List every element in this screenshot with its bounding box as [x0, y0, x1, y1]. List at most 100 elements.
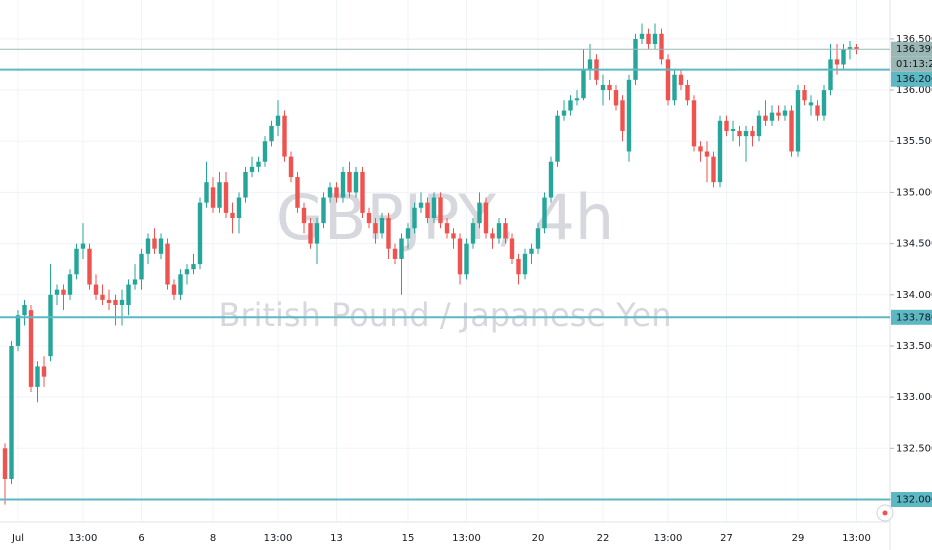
candle-body: [763, 115, 768, 121]
candle-body: [22, 305, 27, 316]
candle-body: [711, 156, 716, 183]
candle-body: [262, 141, 268, 162]
candle-body: [386, 218, 391, 249]
candle-body: [230, 212, 235, 219]
candle-body: [678, 74, 684, 85]
scroll-button[interactable]: [876, 504, 894, 522]
candle-body: [158, 238, 164, 254]
candle-body: [451, 233, 456, 239]
candle-body: [113, 299, 118, 306]
candle-body: [587, 59, 593, 70]
candle-body: [152, 238, 157, 249]
candle-body: [431, 197, 437, 219]
candle-body: [360, 171, 365, 213]
candle-body: [496, 223, 502, 239]
candle-body: [483, 202, 489, 234]
candle-body: [67, 274, 73, 295]
level-label: 136.200: [896, 74, 932, 85]
candle-body: [503, 223, 508, 239]
candle-body: [308, 223, 313, 244]
x-tick-label: 22: [597, 533, 610, 544]
y-tick-label: 136.000: [896, 85, 932, 96]
candle-body: [542, 197, 547, 229]
candle-body: [275, 115, 281, 126]
candle-body: [620, 100, 625, 132]
candle-body: [704, 151, 710, 157]
candle-body: [717, 120, 723, 183]
candle-body: [126, 284, 131, 306]
candle-body: [743, 131, 749, 137]
candle-body: [821, 90, 827, 116]
y-tick-label: 132.500: [896, 443, 932, 454]
x-tick-label: 29: [792, 533, 805, 544]
candle-body: [392, 248, 398, 259]
candle-body: [145, 238, 151, 254]
candle-body: [35, 366, 40, 387]
candle-body: [301, 207, 307, 224]
level-label-box: [891, 309, 932, 325]
candle-body: [93, 284, 99, 295]
candle-body: [652, 33, 658, 45]
candle-body: [412, 207, 417, 229]
candle-body: [80, 243, 86, 249]
x-tick-label: 13:00: [264, 533, 293, 544]
candle-body: [529, 248, 534, 254]
candle-body: [477, 202, 482, 224]
candle-body: [353, 171, 359, 193]
candle-body: [535, 228, 541, 249]
candle-body: [210, 187, 216, 208]
candle-body: [633, 38, 638, 80]
candle-body: [802, 90, 807, 101]
candle-body: [269, 125, 274, 142]
candle-body: [730, 128, 736, 132]
candle-body: [665, 59, 671, 101]
candle-body: [815, 105, 820, 116]
countdown-label: 01:13:20: [896, 59, 932, 70]
candle-body: [184, 269, 190, 275]
candle-body: [405, 228, 411, 239]
candle-body: [444, 223, 450, 234]
candle-body: [581, 69, 586, 99]
candle-body: [698, 146, 703, 152]
candle-body: [54, 289, 60, 295]
candle-body: [282, 115, 287, 157]
candle-body: [334, 187, 339, 198]
candle-body: [15, 315, 21, 346]
candle-body: [789, 110, 794, 152]
candle-body: [249, 166, 255, 172]
candle-body: [48, 294, 53, 357]
candle-body: [87, 248, 92, 285]
candle-body: [171, 284, 177, 295]
y-tick-label: 134.000: [896, 290, 932, 301]
x-tick-label: 8: [210, 533, 216, 544]
x-tick-label: 13:00: [654, 533, 683, 544]
candle-body: [756, 115, 762, 137]
candle-body: [243, 171, 248, 198]
y-tick-label: 135.000: [896, 187, 932, 198]
candle-body: [61, 289, 66, 295]
level-label: 133.780: [896, 312, 932, 323]
candle-body: [522, 253, 528, 275]
candle-body: [256, 161, 261, 167]
candle-body: [327, 187, 333, 198]
x-tick-label: 13: [330, 533, 343, 544]
last-price-label-box: [891, 41, 932, 57]
candle-body: [834, 59, 840, 65]
candle-body: [685, 84, 690, 101]
candle-body: [659, 33, 664, 60]
candle-body: [672, 74, 677, 101]
y-tick-label: 133.000: [896, 392, 932, 403]
candle-body: [139, 253, 144, 280]
x-tick-label: Jul: [11, 533, 24, 544]
scroll-button-dot[interactable]: [882, 510, 888, 516]
candle-body: [646, 33, 651, 45]
candle-body: [841, 49, 846, 65]
candle-body: [776, 112, 781, 116]
candle-body: [204, 182, 209, 203]
candle-body: [223, 182, 229, 213]
level-label-box: [891, 491, 932, 507]
candle-body: [750, 131, 755, 137]
candle-body: [236, 197, 242, 219]
candle-body: [574, 98, 580, 101]
